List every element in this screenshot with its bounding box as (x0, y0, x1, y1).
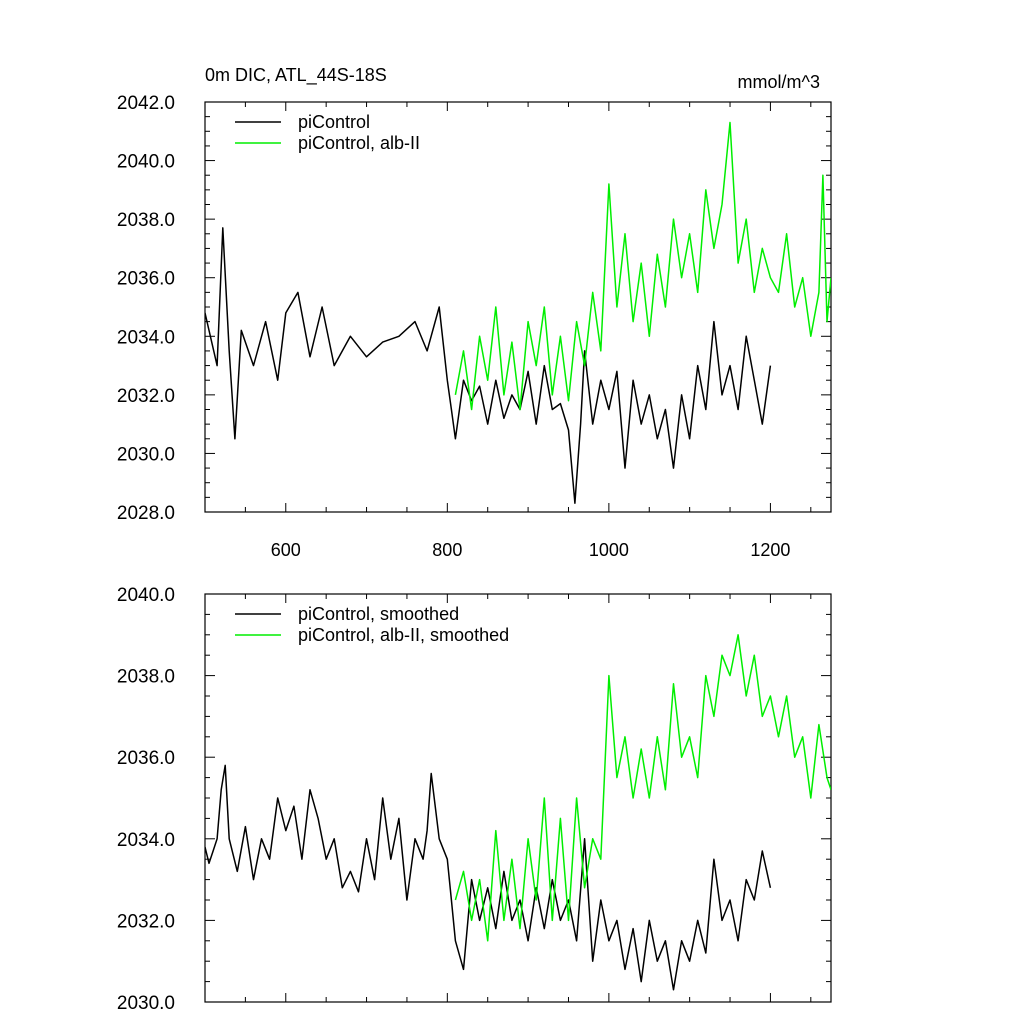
y-tick-label: 2034.0 (117, 830, 175, 851)
legend-label: piControl, alb-II, smoothed (298, 625, 509, 645)
y-tick-label: 2030.0 (117, 444, 175, 465)
y-tick-label: 2038.0 (117, 667, 175, 688)
x-tick-label: 1000 (589, 540, 629, 560)
y-tick-label: 2042.0 (117, 93, 175, 114)
x-tick-label: 1200 (750, 540, 790, 560)
plot-frame (204, 101, 832, 513)
series-line-picontrol (205, 227, 772, 504)
legend-label: piControl (298, 112, 370, 132)
y-tick-label: 2028.0 (117, 503, 175, 524)
y-tick-label: 2032.0 (117, 911, 175, 932)
y-tick-label: 2036.0 (117, 748, 175, 769)
plot-frame (204, 593, 832, 1003)
y-tick-label: 2034.0 (117, 327, 175, 348)
bottom-panel: 2030.0 2032.0 2034.0 2036.0 2038.0 2040.0 piCo… (117, 585, 832, 1014)
x-tick-label: 600 (271, 540, 301, 560)
y-tick-label: 2032.0 (117, 386, 175, 407)
y-tick-label: 2040.0 (117, 585, 175, 606)
series-line-alb-ii (454, 634, 831, 942)
x-tick-label: 800 (432, 540, 462, 560)
legend-label: piControl, alb-II (298, 133, 420, 153)
y-tick-label: 2038.0 (117, 210, 175, 231)
legend-label: piControl, smoothed (298, 604, 459, 624)
chart-title: 0m DIC, ATL_44S-18S (205, 65, 387, 86)
y-tick-label: 2036.0 (117, 269, 175, 290)
series-line-picontrol (205, 764, 772, 991)
top-panel: 600 800 1000 1200 2028.0 2030.0 2032.0 2034.0 20… (117, 65, 832, 560)
series-line-alb-ii (454, 121, 831, 411)
y-tick-label: 2040.0 (117, 152, 175, 173)
units-label: mmol/m^3 (738, 72, 820, 92)
y-tick-label: 2030.0 (117, 993, 175, 1014)
